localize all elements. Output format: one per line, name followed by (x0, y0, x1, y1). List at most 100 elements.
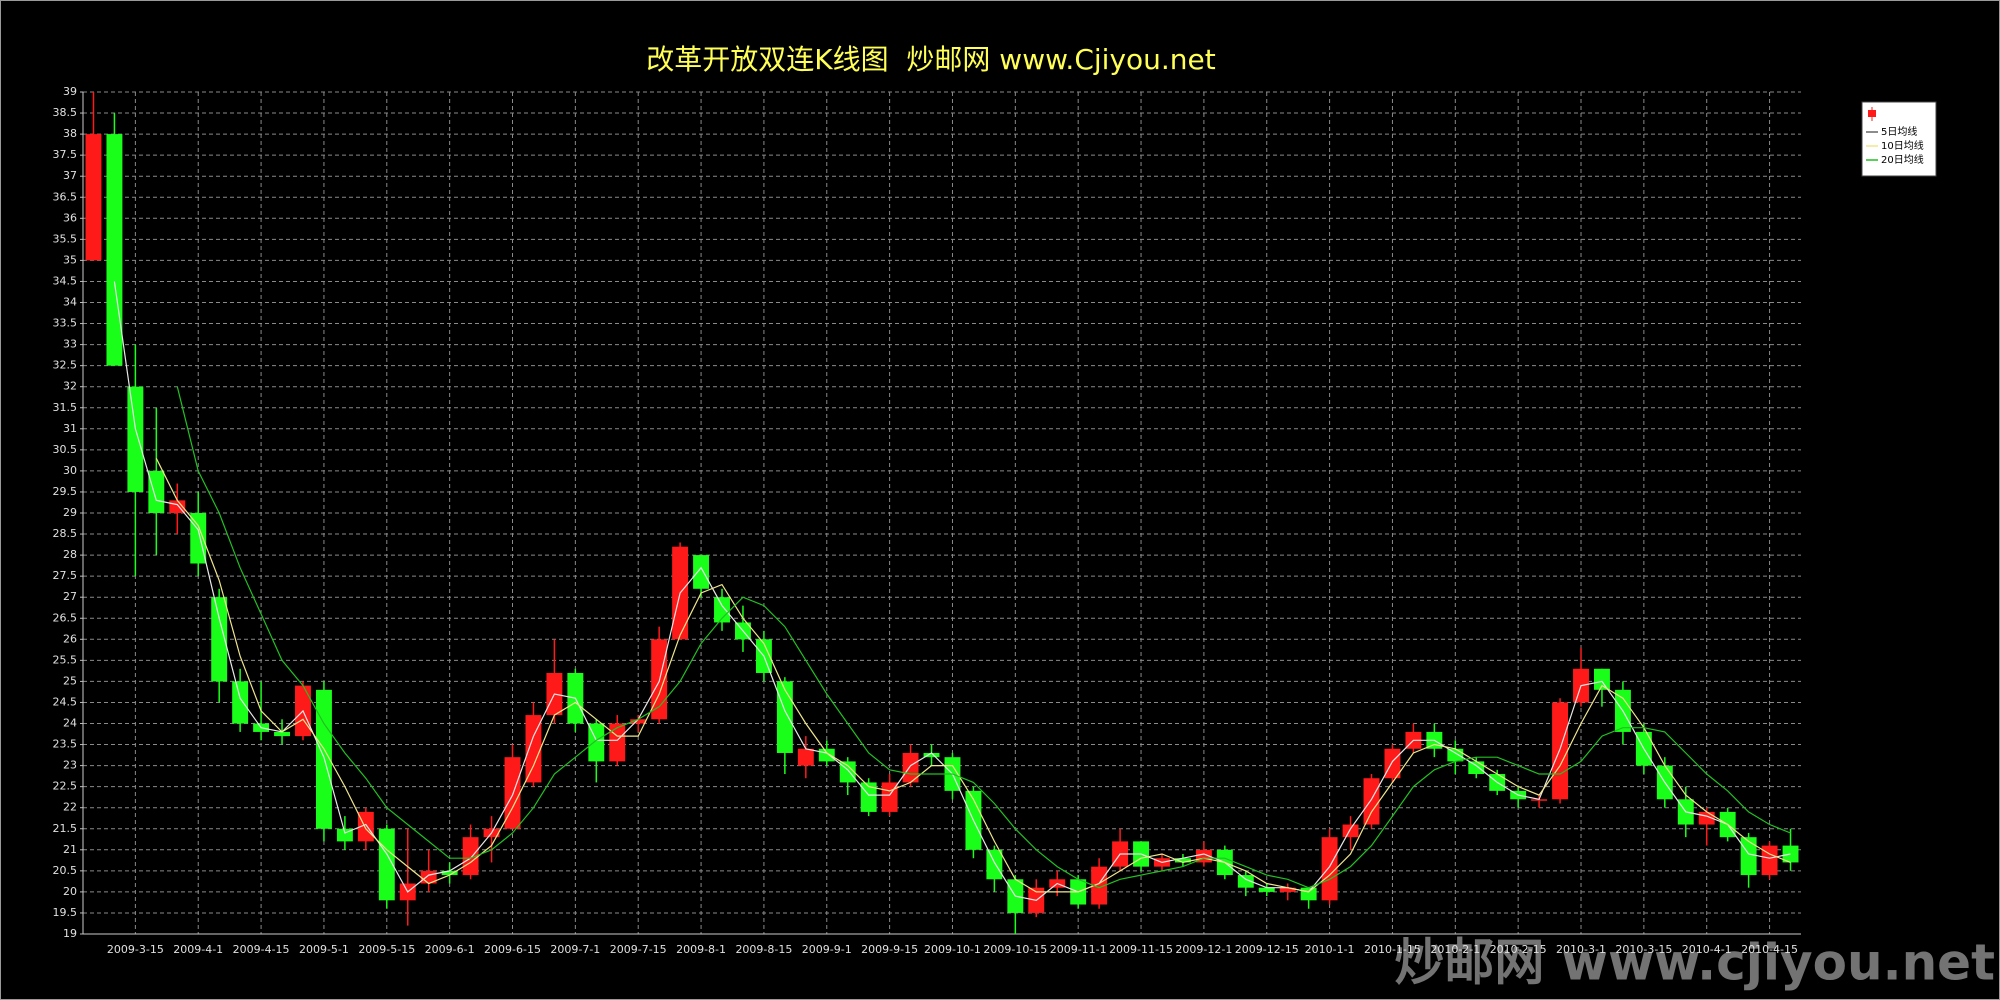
x-tick-label: 2009-3-15 (107, 943, 164, 956)
x-tick-label: 2010-4-15 (1741, 943, 1798, 956)
y-tick-label: 29.5 (53, 485, 78, 498)
y-tick-label: 28 (63, 548, 77, 561)
candle-body (1447, 748, 1464, 762)
candle-body (630, 719, 647, 724)
candle-body (1091, 866, 1108, 905)
candle-body (1237, 875, 1254, 888)
candle-body (274, 731, 290, 737)
candle-body (1363, 778, 1380, 825)
y-tick-label: 32 (63, 380, 77, 393)
candle-body (1761, 845, 1778, 876)
x-tick-label: 2010-2-1 (1430, 943, 1480, 956)
x-tick-label: 2009-11-1 (1050, 943, 1107, 956)
x-tick-label: 2010-2-15 (1490, 943, 1547, 956)
candle-body (1258, 887, 1275, 892)
x-tick-label: 2009-5-15 (358, 943, 415, 956)
candle-body (1279, 887, 1296, 892)
candle-body (357, 811, 374, 842)
candle-body (1594, 668, 1610, 690)
candle-body (441, 870, 458, 876)
y-tick-label: 23 (63, 759, 77, 772)
candle-body (1300, 887, 1317, 901)
x-tick-label: 2009-8-15 (735, 943, 792, 956)
candle-body (1384, 748, 1401, 779)
x-tick-label: 2009-12-15 (1235, 943, 1299, 956)
x-tick-label: 2010-4-1 (1682, 943, 1732, 956)
y-tick-label: 27.5 (53, 569, 78, 582)
moving-average-line (155, 458, 1791, 893)
candle-body (462, 837, 479, 876)
x-tick-label: 2009-6-1 (425, 943, 475, 956)
candle-body (1321, 837, 1338, 901)
candle-body (1552, 702, 1569, 800)
y-tick-label: 30 (63, 464, 77, 477)
y-tick-label: 29 (63, 506, 77, 519)
y-tick-label: 31.5 (53, 401, 78, 414)
x-tick-label: 2009-9-15 (861, 943, 918, 956)
y-tick-label: 37 (63, 169, 77, 182)
y-tick-label: 25 (63, 674, 77, 687)
candle-body (148, 470, 165, 513)
watermark: 炒邮网 www.cjiyou.net (1394, 934, 1995, 992)
x-tick-label: 2009-4-1 (173, 943, 223, 956)
candle-body (986, 849, 1003, 880)
candle-body (923, 752, 940, 758)
candle-body (1782, 845, 1799, 863)
candle-body (609, 723, 626, 762)
y-tick-label: 33 (63, 338, 77, 351)
y-tick-label: 27 (63, 590, 77, 603)
y-tick-label: 34.5 (53, 274, 78, 287)
y-tick-label: 24 (63, 717, 77, 730)
candle-body (693, 555, 710, 589)
legend-candle-body (1868, 110, 1876, 117)
x-tick-label: 2009-4-15 (233, 943, 290, 956)
y-tick-label: 37.5 (53, 148, 78, 161)
y-tick-label: 23.5 (53, 738, 78, 751)
candle-body (714, 597, 730, 623)
candle-body (818, 748, 835, 762)
y-tick-label: 36 (63, 211, 77, 224)
x-tick-label: 2009-5-1 (299, 943, 349, 956)
candle-body (211, 597, 228, 682)
y-tick-label: 19 (63, 927, 77, 940)
x-tick-label: 2009-6-15 (484, 943, 541, 956)
candle-body (1740, 837, 1757, 876)
y-tick-label: 20 (63, 885, 77, 898)
x-tick-label: 2010-1-15 (1364, 943, 1421, 956)
y-tick-label: 28.5 (53, 527, 78, 540)
legend-label: 20日均线 (1881, 153, 1924, 166)
candle-body (525, 715, 542, 783)
candle-body (232, 681, 249, 724)
x-tick-label: 2009-7-15 (610, 943, 667, 956)
candle-body (504, 757, 521, 829)
y-tick-label: 22.5 (53, 780, 78, 793)
candle-body (1174, 858, 1191, 863)
moving-average-line (176, 386, 1791, 889)
y-tick-label: 36.5 (53, 190, 78, 203)
candle-body (106, 134, 123, 366)
candle-body (1531, 799, 1548, 801)
y-tick-label: 20.5 (53, 864, 78, 877)
x-tick-label: 2009-10-1 (924, 943, 981, 956)
legend-label: 10日均线 (1881, 139, 1924, 152)
y-tick-label: 25.5 (53, 653, 78, 666)
x-tick-label: 2009-11-15 (1109, 943, 1173, 956)
y-tick-label: 35.5 (53, 232, 78, 245)
y-tick-label: 34 (63, 296, 77, 309)
y-tick-label: 31 (63, 422, 77, 435)
y-tick-label: 21 (63, 843, 77, 856)
y-tick-label: 38 (63, 127, 77, 140)
y-tick-label: 21.5 (53, 822, 78, 835)
y-tick-label: 39 (63, 85, 77, 98)
candle-body (85, 134, 102, 261)
x-tick-label: 2010-3-1 (1556, 943, 1606, 956)
y-tick-label: 38.5 (53, 106, 78, 119)
x-tick-label: 2009-8-1 (676, 943, 726, 956)
y-tick-label: 22 (63, 801, 77, 814)
x-tick-label: 2009-12-1 (1175, 943, 1232, 956)
candle-body (797, 748, 814, 766)
